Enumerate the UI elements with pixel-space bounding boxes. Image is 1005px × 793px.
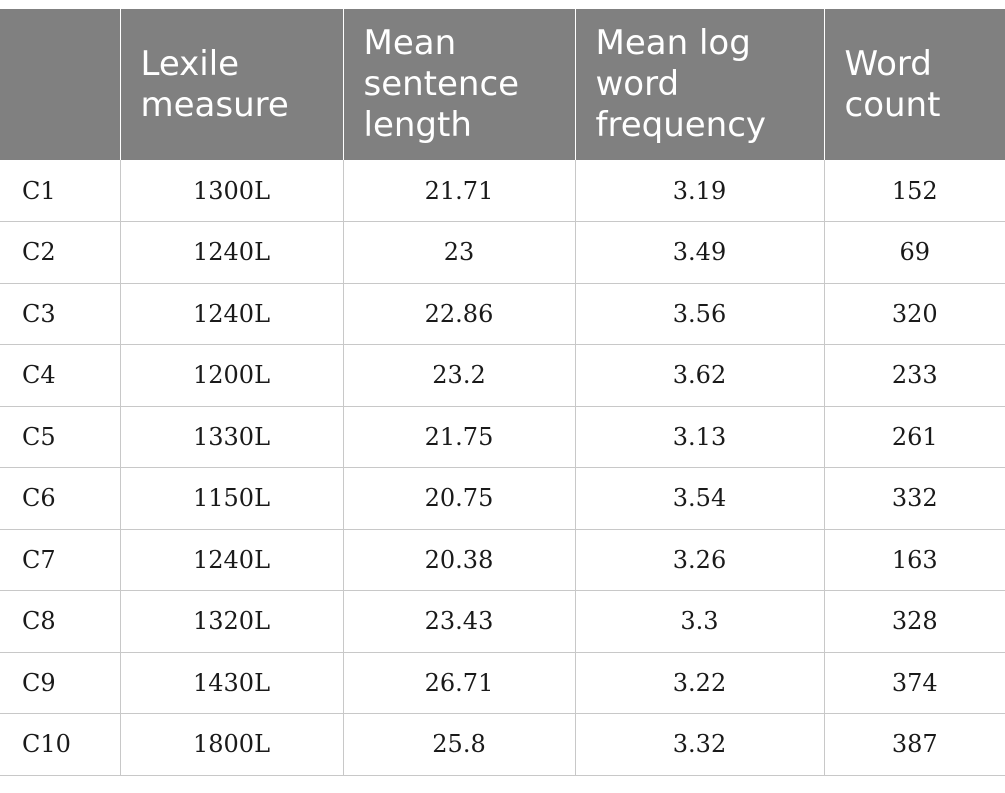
cell-text-id: C4 — [0, 344, 121, 407]
cell-mean-log-word-frequency: 3.62 — [575, 344, 825, 407]
table-row: C3 1240L 22.86 3.56 320 — [0, 283, 1005, 345]
header-cell-mean-sentence-length: Mean sentence length — [342, 9, 576, 160]
cell-mean-sentence-length: 23.43 — [343, 590, 576, 653]
table-row: C10 1800L 25.8 3.32 387 — [0, 713, 1005, 776]
cell-word-count: 328 — [824, 590, 1005, 653]
cell-mean-log-word-frequency: 3.22 — [575, 652, 825, 714]
header-row: Lexile measure Mean sentence length Mean… — [0, 9, 1005, 160]
cell-text-id: C10 — [0, 713, 121, 776]
table-row: C1 1300L 21.71 3.19 152 — [0, 160, 1005, 222]
cell-word-count: 152 — [824, 160, 1005, 222]
cell-lexile-measure: 1240L — [120, 221, 344, 284]
header-cell-text-id — [0, 9, 121, 160]
cell-mean-sentence-length: 20.75 — [343, 467, 576, 530]
cell-mean-log-word-frequency: 3.26 — [575, 529, 825, 591]
lexile-table: Lexile measure Mean sentence length Mean… — [0, 9, 1005, 776]
cell-mean-log-word-frequency: 3.13 — [575, 406, 825, 468]
cell-mean-sentence-length: 23 — [343, 221, 576, 284]
cell-mean-log-word-frequency: 3.56 — [575, 283, 825, 345]
cell-lexile-measure: 1240L — [120, 529, 344, 591]
cell-text-id: C3 — [0, 283, 121, 345]
cell-lexile-measure: 1800L — [120, 713, 344, 776]
cell-mean-log-word-frequency: 3.32 — [575, 713, 825, 776]
table-row: C7 1240L 20.38 3.26 163 — [0, 529, 1005, 591]
cell-lexile-measure: 1320L — [120, 590, 344, 653]
cell-lexile-measure: 1240L — [120, 283, 344, 345]
cell-word-count: 69 — [824, 221, 1005, 284]
header-cell-lexile-measure: Lexile measure — [119, 9, 344, 160]
cell-mean-log-word-frequency: 3.54 — [575, 467, 825, 530]
cell-word-count: 261 — [824, 406, 1005, 468]
header-cell-word-count: Word count — [823, 9, 1005, 160]
cell-mean-sentence-length: 21.75 — [343, 406, 576, 468]
table-row: C5 1330L 21.75 3.13 261 — [0, 406, 1005, 468]
cell-text-id: C1 — [0, 160, 121, 222]
cell-text-id: C8 — [0, 590, 121, 653]
cell-text-id: C5 — [0, 406, 121, 468]
cell-mean-sentence-length: 22.86 — [343, 283, 576, 345]
cell-mean-sentence-length: 25.8 — [343, 713, 576, 776]
header-cell-mean-log-word-frequency: Mean log word frequency — [574, 9, 825, 160]
cell-mean-log-word-frequency: 3.49 — [575, 221, 825, 284]
table-row: C4 1200L 23.2 3.62 233 — [0, 344, 1005, 407]
cell-lexile-measure: 1330L — [120, 406, 344, 468]
cell-lexile-measure: 1430L — [120, 652, 344, 714]
cell-text-id: C7 — [0, 529, 121, 591]
cell-text-id: C9 — [0, 652, 121, 714]
cell-mean-sentence-length: 23.2 — [343, 344, 576, 407]
table-body: C1 1300L 21.71 3.19 152 C2 1240L 23 3.49… — [0, 160, 1005, 776]
table-row: C2 1240L 23 3.49 69 — [0, 221, 1005, 284]
table-row: C9 1430L 26.71 3.22 374 — [0, 652, 1005, 714]
cell-word-count: 332 — [824, 467, 1005, 530]
cell-mean-sentence-length: 20.38 — [343, 529, 576, 591]
cell-word-count: 233 — [824, 344, 1005, 407]
cell-mean-sentence-length: 26.71 — [343, 652, 576, 714]
cell-lexile-measure: 1150L — [120, 467, 344, 530]
cell-lexile-measure: 1200L — [120, 344, 344, 407]
cell-word-count: 320 — [824, 283, 1005, 345]
table-header: Lexile measure Mean sentence length Mean… — [0, 9, 1005, 160]
table-row: C8 1320L 23.43 3.3 328 — [0, 590, 1005, 653]
cell-lexile-measure: 1300L — [120, 160, 344, 222]
cell-mean-log-word-frequency: 3.3 — [575, 590, 825, 653]
cell-text-id: C6 — [0, 467, 121, 530]
cell-word-count: 374 — [824, 652, 1005, 714]
cell-word-count: 387 — [824, 713, 1005, 776]
table-row: C6 1150L 20.75 3.54 332 — [0, 467, 1005, 530]
cell-word-count: 163 — [824, 529, 1005, 591]
cell-text-id: C2 — [0, 221, 121, 284]
cell-mean-log-word-frequency: 3.19 — [575, 160, 825, 222]
cell-mean-sentence-length: 21.71 — [343, 160, 576, 222]
